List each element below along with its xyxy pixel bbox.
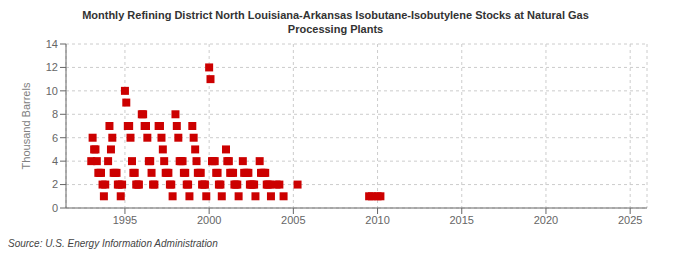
svg-text:14: 14 — [46, 38, 58, 50]
svg-text:2010: 2010 — [365, 214, 389, 226]
svg-text:0: 0 — [52, 202, 58, 214]
svg-text:2015: 2015 — [450, 214, 474, 226]
html-text:Processing Plants: Processing Plants — [287, 23, 384, 35]
svg-text:10: 10 — [46, 85, 58, 97]
svg-text:4: 4 — [52, 155, 58, 167]
svg-text:1995: 1995 — [113, 214, 137, 226]
svg-text:2005: 2005 — [281, 214, 305, 226]
html-text:Source: U.S. Energy Informatio: Source: U.S. Energy Information Administ… — [8, 238, 218, 249]
svg-text:12: 12 — [46, 61, 58, 73]
svg-text:6: 6 — [52, 132, 58, 144]
svg-text:2025: 2025 — [618, 214, 642, 226]
svg-text:2: 2 — [52, 178, 58, 190]
svg-text:Thousand Barrels: Thousand Barrels — [20, 82, 32, 169]
html-text:Monthly Refining District Nort: Monthly Refining District North Louisian… — [82, 9, 589, 21]
svg-text:8: 8 — [52, 108, 58, 120]
svg-text:2020: 2020 — [534, 214, 558, 226]
svg-text:2000: 2000 — [197, 214, 221, 226]
